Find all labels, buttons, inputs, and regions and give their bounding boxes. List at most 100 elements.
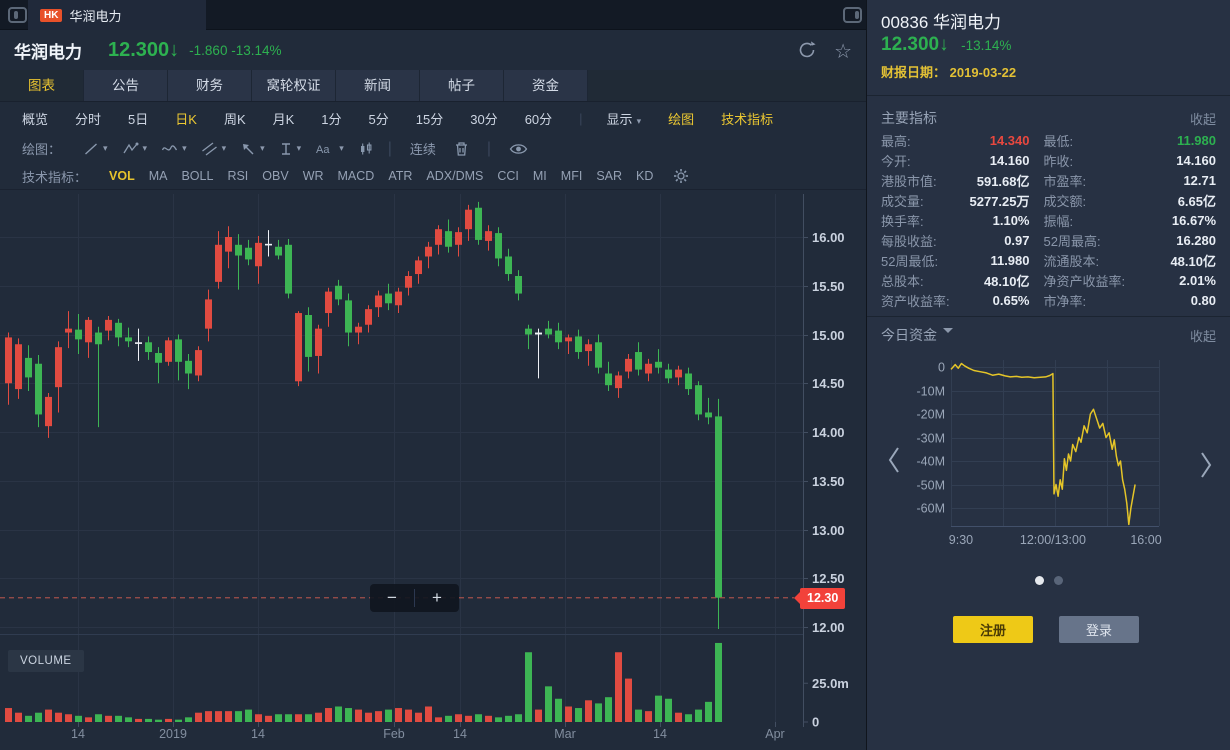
favorite-star-icon[interactable]: ☆ bbox=[834, 41, 852, 63]
channel-tool-icon[interactable]: ▾ bbox=[201, 141, 226, 157]
collapse-indicators-link[interactable]: 收起 bbox=[1189, 111, 1216, 127]
indicator-WR[interactable]: WR bbox=[302, 169, 324, 183]
indicator-SAR[interactable]: SAR bbox=[596, 169, 623, 183]
tab-新闻[interactable]: 新闻 bbox=[336, 70, 420, 101]
stat-value: 16.280 bbox=[1176, 232, 1216, 248]
timeframe-分时[interactable]: 分时 bbox=[75, 111, 102, 127]
svg-text:-40M: -40M bbox=[917, 455, 945, 469]
stat-value: 11.980 bbox=[1176, 132, 1216, 148]
carousel-dot-1[interactable] bbox=[1035, 576, 1044, 585]
svg-text:0: 0 bbox=[938, 361, 945, 375]
stat-value: 14.160 bbox=[989, 152, 1030, 168]
stat-label: 52周最高: bbox=[1043, 233, 1101, 249]
indicator-OBV[interactable]: OBV bbox=[262, 169, 289, 183]
timeframe-周K[interactable]: 周K bbox=[223, 111, 246, 127]
svg-text:-30M: -30M bbox=[917, 432, 945, 446]
timeframe-15分[interactable]: 15分 bbox=[415, 111, 444, 127]
stat-row: 52周最低: 11.980 流通股本: 48.10亿 bbox=[881, 250, 1216, 270]
stat-row: 总股本: 48.10亿 净资产收益率: 2.01% bbox=[881, 270, 1216, 290]
tab-财务[interactable]: 财务 bbox=[168, 70, 252, 101]
timeframe-5日[interactable]: 5日 bbox=[128, 111, 149, 127]
timeframe-日K[interactable]: 日K bbox=[175, 111, 197, 127]
stat-row: 最高: 14.340 最低: 11.980 bbox=[881, 130, 1216, 150]
indicator-MI[interactable]: MI bbox=[532, 169, 547, 183]
menu-绘图[interactable]: 绘图 bbox=[668, 111, 695, 127]
svg-text:14: 14 bbox=[71, 727, 85, 741]
stat-label: 成交量: bbox=[881, 193, 924, 209]
delete-drawings-icon[interactable] bbox=[454, 141, 469, 157]
text-tool-icon[interactable]: Aa ▾ bbox=[316, 143, 344, 156]
zoom-out-button[interactable]: − bbox=[387, 588, 397, 607]
arrow-tool-icon[interactable]: ▾ bbox=[240, 141, 265, 157]
zoom-in-button[interactable]: + bbox=[432, 588, 442, 607]
stat-row: 成交量: 5277.25万 成交额: 6.65亿 bbox=[881, 190, 1216, 210]
carousel-prev-icon[interactable] bbox=[887, 445, 901, 480]
stock-change: -1.860 -13.14% bbox=[189, 42, 282, 58]
stat-value: 6.65亿 bbox=[1177, 193, 1216, 209]
chart-zoom-control: − + bbox=[370, 584, 459, 612]
chart-area[interactable]: 16.00 15.50 15.00 14.50 14.00 13.50 13.00 12.50… bbox=[0, 190, 866, 750]
indicator-CCI[interactable]: CCI bbox=[497, 169, 519, 183]
indicator-KD[interactable]: KD bbox=[636, 169, 654, 183]
toggle-drawings-visibility-icon[interactable] bbox=[509, 142, 528, 156]
svg-text:15.00: 15.00 bbox=[812, 328, 845, 343]
collapse-fund-flow-link[interactable]: 收起 bbox=[1189, 328, 1216, 344]
stat-row: 今开: 14.160 昨收: 14.160 bbox=[881, 150, 1216, 170]
indicator-BOLL[interactable]: BOLL bbox=[181, 169, 214, 183]
main-indicators-title: 主要指标 bbox=[881, 110, 937, 126]
tab-图表[interactable]: 图表 bbox=[0, 70, 84, 101]
timeframe-30分[interactable]: 30分 bbox=[470, 111, 498, 127]
fundflow-chart: 0 -10M -20M -30M -40M -50M -60M 9:30 12:00/13:00… bbox=[917, 360, 1162, 547]
timeframe-1分[interactable]: 1分 bbox=[321, 111, 342, 127]
tab-窝轮权证[interactable]: 窝轮权证 bbox=[252, 70, 336, 101]
carousel-dot-2[interactable] bbox=[1054, 576, 1063, 585]
tab-公告[interactable]: 公告 bbox=[84, 70, 168, 101]
wave-tool-icon[interactable]: ▾ bbox=[161, 141, 187, 157]
top-tab-bar: HK 华润电力 bbox=[0, 0, 866, 30]
tab-资金[interactable]: 资金 bbox=[504, 70, 588, 101]
svg-text:9:30: 9:30 bbox=[949, 533, 973, 547]
indicator-MFI[interactable]: MFI bbox=[560, 169, 583, 183]
timeframe-月K[interactable]: 月K bbox=[272, 111, 295, 127]
stat-value: 0.65% bbox=[992, 292, 1030, 308]
continuous-draw-button[interactable]: 连续 bbox=[409, 142, 436, 157]
stat-label: 港股市值: bbox=[881, 173, 937, 189]
candlestick-chart[interactable]: 16.00 15.50 15.00 14.50 14.00 13.50 13.00 12.50… bbox=[0, 190, 866, 750]
timeframe-5分[interactable]: 5分 bbox=[368, 111, 389, 127]
svg-text:25.0m: 25.0m bbox=[812, 676, 849, 691]
fund-flow-title[interactable]: 今日资金 bbox=[881, 325, 953, 345]
indicator-MACD[interactable]: MACD bbox=[337, 169, 375, 183]
collapse-left-panel-icon[interactable] bbox=[8, 7, 27, 23]
refresh-icon[interactable] bbox=[796, 39, 818, 65]
indicator-settings-gear-icon[interactable] bbox=[673, 168, 689, 184]
stat-label: 每股收益: bbox=[881, 233, 937, 249]
indicator-RSI[interactable]: RSI bbox=[227, 169, 249, 183]
timeframe-60分[interactable]: 60分 bbox=[524, 111, 553, 127]
trend-line-tool-icon[interactable]: ▾ bbox=[83, 141, 108, 157]
timeframe-概览[interactable]: 概览 bbox=[22, 111, 49, 127]
stock-name: 华润电力 bbox=[14, 42, 82, 62]
pattern-tool-icon[interactable] bbox=[358, 141, 374, 157]
login-button[interactable]: 登录 bbox=[1059, 616, 1139, 643]
indicator-ATR[interactable]: ATR bbox=[388, 169, 413, 183]
menu-显示[interactable]: 显示 ▾ bbox=[606, 111, 642, 127]
collapse-right-panel-icon[interactable] bbox=[843, 7, 862, 23]
indicator-ADX/DMS[interactable]: ADX/DMS bbox=[426, 169, 484, 183]
indicator-VOL[interactable]: VOL bbox=[109, 169, 135, 183]
tab-帖子[interactable]: 帖子 bbox=[420, 70, 504, 101]
svg-text:12.50: 12.50 bbox=[812, 571, 845, 586]
price-ruler-tool-icon[interactable]: ▾ bbox=[279, 141, 301, 157]
stock-tab[interactable]: HK 华润电力 bbox=[28, 0, 206, 30]
indicator-MA[interactable]: MA bbox=[148, 169, 168, 183]
stat-row: 港股市值: 591.68亿 市盈率: 12.71 bbox=[881, 170, 1216, 190]
svg-text:14: 14 bbox=[251, 727, 265, 741]
polyline-tool-icon[interactable]: ▾ bbox=[122, 141, 147, 157]
stat-value: 48.10亿 bbox=[1170, 253, 1216, 269]
stat-row: 资产收益率: 0.65% 市净率: 0.80 bbox=[881, 290, 1216, 310]
menu-技术指标[interactable]: 技术指标 bbox=[721, 111, 774, 127]
register-button[interactable]: 注册 bbox=[953, 616, 1033, 643]
svg-text:14: 14 bbox=[653, 727, 667, 741]
carousel-next-icon[interactable] bbox=[1199, 450, 1213, 485]
stat-label: 资产收益率: bbox=[881, 293, 950, 309]
